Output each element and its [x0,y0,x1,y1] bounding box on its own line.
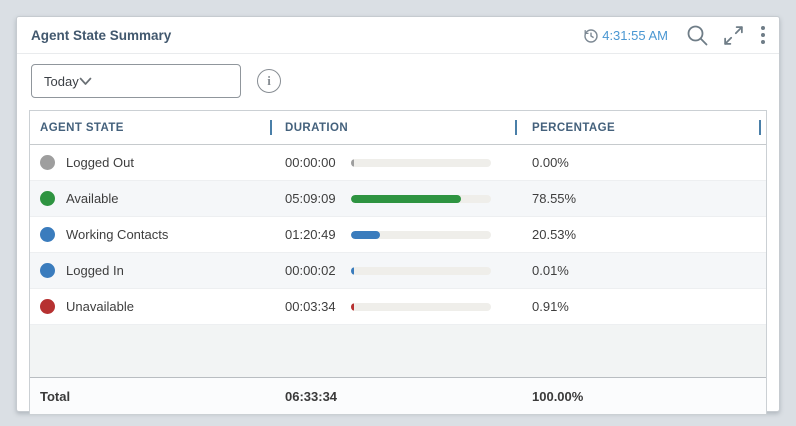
state-color-dot [40,299,55,314]
duration-bar-track [351,194,491,203]
last-refresh: 4:31:55 AM [582,27,668,44]
duration-value: 00:00:02 [285,263,336,278]
info-icon[interactable]: i [257,69,281,93]
column-header-agent-state[interactable]: AGENT STATE [40,121,124,134]
chevron-down-icon [79,77,92,86]
percentage-value: 78.55% [532,191,577,206]
date-range-select[interactable]: Today [31,64,241,98]
duration-bar-track [351,266,491,275]
duration-bar-fill [351,158,354,167]
duration-bar-fill [351,266,354,275]
column-header-duration[interactable]: DURATION [270,111,515,144]
state-color-dot [40,227,55,242]
duration-bar-fill [351,230,380,239]
state-label: Unavailable [66,299,134,314]
agent-state-summary-widget: Agent State Summary 4:31:55 AM [16,16,780,415]
table-row[interactable]: Available 05:09:09 78.55% [30,181,766,217]
duration-value: 00:00:00 [285,155,336,170]
duration-value: 01:20:49 [285,227,336,242]
agent-state-table: AGENT STATE DURATION PERCENTAGE Logged O… [29,110,767,415]
duration-bar-fill [351,194,461,203]
total-duration: 06:33:34 [285,388,338,404]
table-header-row: AGENT STATE DURATION PERCENTAGE [30,111,766,145]
history-clock-icon [582,27,599,44]
title-bar-actions: 4:31:55 AM [582,24,765,47]
last-refresh-time: 4:31:55 AM [602,27,668,43]
expand-icon[interactable] [722,24,745,47]
table-row[interactable]: Working Contacts 01:20:49 20.53% [30,217,766,253]
duration-bar-track [351,302,491,311]
total-label: Total [40,388,71,404]
state-label: Working Contacts [66,227,169,242]
duration-bar-track [351,158,491,167]
duration-value: 00:03:34 [285,299,336,314]
table-body: Logged Out 00:00:00 0.00% Available 05:0… [30,145,766,325]
duration-value: 05:09:09 [285,191,336,206]
percentage-value: 0.01% [532,263,569,278]
kebab-menu-icon[interactable] [761,26,765,44]
state-label: Available [66,191,119,206]
filter-row: Today i [17,54,779,107]
duration-bar-fill [351,302,354,311]
total-percentage: 100.00% [532,388,584,404]
widget-title: Agent State Summary [31,27,172,43]
state-label: Logged Out [66,155,134,170]
search-icon[interactable] [686,24,709,47]
percentage-value: 20.53% [532,227,577,242]
table-row[interactable]: Logged In 00:00:02 0.01% [30,253,766,289]
percentage-value: 0.91% [532,299,569,314]
percentage-value: 0.00% [532,155,569,170]
state-color-dot [40,263,55,278]
state-label: Logged In [66,263,124,278]
column-header-percentage[interactable]: PERCENTAGE [515,111,766,144]
state-color-dot [40,155,55,170]
date-range-selected-value: Today [44,73,79,89]
state-color-dot [40,191,55,206]
table-row[interactable]: Unavailable 00:03:34 0.91% [30,289,766,325]
duration-bar-track [351,230,491,239]
table-total-row: Total 06:33:34 100.00% [30,378,766,414]
widget-title-bar: Agent State Summary 4:31:55 AM [17,17,779,54]
table-empty-area [30,325,766,378]
table-row[interactable]: Logged Out 00:00:00 0.00% [30,145,766,181]
